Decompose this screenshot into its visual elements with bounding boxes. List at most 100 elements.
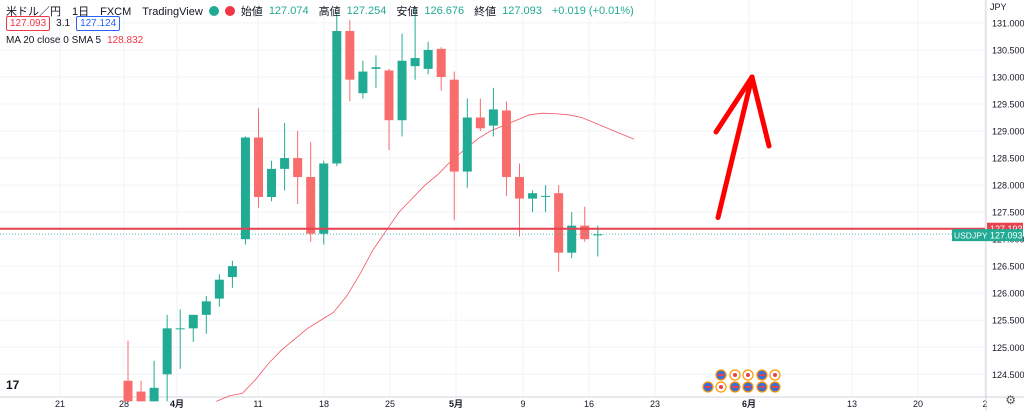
x-tick-label: 28: [119, 399, 129, 409]
y-tick-label: 125.500: [992, 316, 1024, 326]
us-stripe-icon: [705, 386, 711, 388]
y-tick-label: 124.500: [992, 370, 1024, 380]
candle-body: [162, 328, 172, 375]
jp-dot-icon: [733, 373, 737, 377]
candle-body: [371, 67, 381, 69]
us-stripe-icon: [772, 386, 778, 388]
candle-body: [488, 109, 498, 126]
candle-body: [384, 70, 394, 121]
candle-body: [201, 301, 211, 315]
y-tick-label: 126.000: [992, 289, 1024, 299]
candle-body: [567, 225, 577, 253]
y-tick-label: 128.000: [992, 181, 1024, 191]
symbol-title[interactable]: 米ドル／円 1日 FXCM TradingView: [6, 6, 203, 18]
high-label: 高値: [318, 6, 341, 18]
green-price-tag: [987, 229, 1023, 242]
chart-header: 米ドル／円 1日 FXCM TradingView 始値 127.074 高値 12…: [6, 3, 638, 19]
ma-series-line: [216, 112, 635, 402]
candle-body: [149, 387, 159, 402]
candle-body: [541, 195, 551, 197]
candle-body: [306, 176, 316, 234]
buy-button[interactable]: 127.124: [76, 16, 121, 31]
us-stripe-icon: [759, 386, 765, 388]
y-tick-label: 131.000: [992, 18, 1024, 28]
us-stripe-icon: [718, 374, 724, 376]
y-tick-label: 130.500: [992, 45, 1024, 55]
y-tick-label: 129.000: [992, 127, 1024, 137]
jp-dot-icon: [746, 373, 750, 377]
jp-dot-icon: [719, 385, 723, 389]
jp-dot-icon: [773, 373, 777, 377]
candle-body: [580, 225, 590, 240]
candle-body: [410, 58, 420, 67]
candle-body: [175, 328, 185, 330]
y-tick-label: 129.500: [992, 100, 1024, 110]
candle-body: [515, 176, 524, 199]
open-label: 始値: [240, 6, 263, 18]
candle-body: [280, 158, 290, 169]
candle-body: [501, 110, 511, 177]
change-value: +0.019 (+0.01%): [551, 5, 634, 17]
bid-ask-row: 127.093 3.1 127.124: [6, 16, 121, 31]
us-stripe-icon: [759, 374, 765, 376]
y-tick-label: 130.000: [992, 72, 1024, 82]
y-tick-label: 127.500: [992, 208, 1024, 218]
candle-body: [358, 71, 368, 94]
currency-label: JPY: [990, 2, 1007, 12]
x-tick-label: 16: [584, 399, 594, 409]
high-value: 127.254: [346, 5, 387, 17]
close-label: 終値: [474, 6, 497, 18]
candle-body: [462, 117, 472, 172]
x-tick-label: 5月: [449, 399, 463, 409]
y-tick-label: 128.500: [992, 154, 1024, 164]
candle-body: [423, 49, 433, 69]
candle-body: [227, 266, 237, 277]
x-tick-label: 18: [319, 399, 329, 409]
candle-body: [528, 193, 538, 199]
low-value: 126.676: [424, 5, 465, 17]
candle-body: [449, 79, 459, 172]
arrow-shaft: [715, 74, 755, 221]
gear-icon[interactable]: ⚙: [1005, 393, 1016, 407]
market-status-icon: [208, 6, 219, 16]
spread-value: 3.1: [56, 18, 71, 29]
candle-body: [475, 117, 485, 129]
x-tick-label: 20: [913, 399, 923, 409]
candle-body: [554, 193, 564, 253]
low-label: 安値: [396, 6, 419, 18]
y-tick-label: 125.000: [992, 343, 1024, 353]
candle-body: [136, 391, 146, 402]
us-stripe-icon: [732, 386, 738, 388]
candle-body: [214, 279, 224, 299]
ma-value: 128.832: [107, 35, 144, 46]
sell-button[interactable]: 127.093: [6, 16, 51, 31]
ma-legend[interactable]: MA 20 close 0 SMA 5 128.832: [6, 35, 143, 46]
x-tick-label: 23: [650, 399, 660, 409]
tradingview-logo-icon: 17: [6, 378, 20, 392]
x-tick-label: 25: [385, 399, 395, 409]
candle-body: [319, 163, 329, 234]
candle-body: [436, 48, 446, 77]
open-value: 127.074: [268, 5, 309, 17]
candle-body: [593, 234, 603, 236]
x-tick-label: 2: [982, 399, 987, 409]
candle-body: [188, 314, 198, 329]
us-stripe-icon: [745, 386, 751, 388]
green-price-tag-text: 127.093: [990, 231, 1023, 241]
y-tick-label: 126.500: [992, 262, 1024, 272]
candle-body: [345, 31, 355, 80]
symbol-tag-text: USDJPY: [954, 231, 988, 241]
candle-body: [293, 158, 303, 177]
x-tick-label: 21: [55, 399, 65, 409]
x-tick-label: 6月: [742, 399, 756, 409]
candle-body: [240, 137, 250, 240]
x-tick-label: 4月: [170, 399, 184, 409]
x-tick-label: 11: [253, 399, 262, 409]
close-value: 127.093: [502, 5, 542, 17]
symbol-tag: [952, 229, 988, 242]
flag-icon[interactable]: [224, 6, 235, 16]
candle-body: [123, 380, 133, 402]
x-tick-label: 9: [520, 399, 525, 409]
x-tick-label: 13: [847, 399, 857, 409]
